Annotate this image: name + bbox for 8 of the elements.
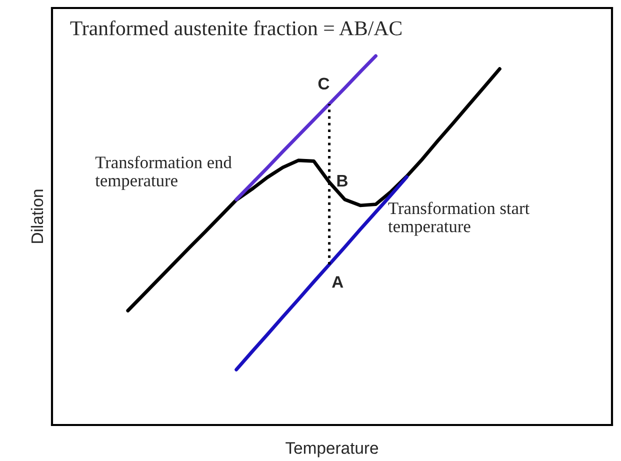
annotation: Transformation start temperature [388,202,530,236]
y-axis-title: Dilation [30,190,44,243]
annotation: B [337,175,348,186]
x-axis-title: Temperature [286,442,378,458]
annotation: Transformation end temperature [95,156,232,190]
annotation: C [318,78,330,90]
text: Tranformed austenite fraction = AB/AC [70,20,402,36]
annotation: A [332,276,344,288]
